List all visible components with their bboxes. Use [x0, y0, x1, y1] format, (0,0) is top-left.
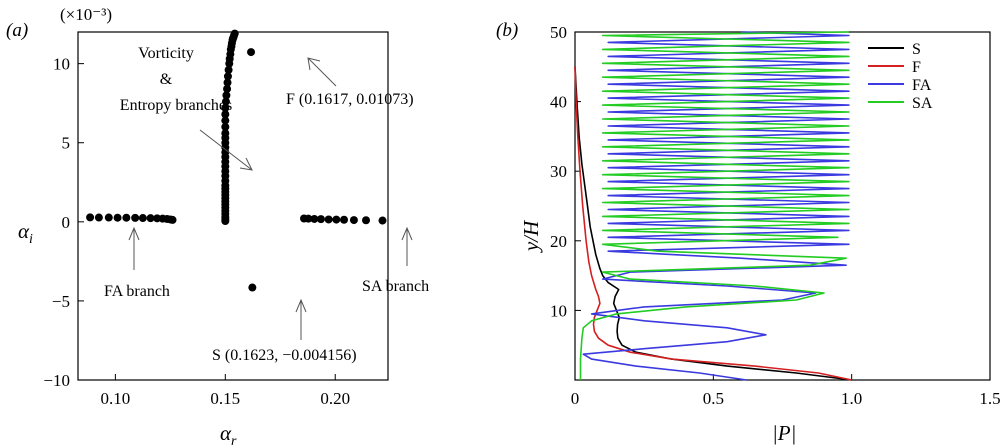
data-point [221, 97, 230, 106]
data-point [221, 110, 230, 119]
series-line-sa [579, 31, 850, 380]
data-point [222, 91, 231, 100]
annotation-s-point: S (0.1623, −0.004156) [212, 347, 357, 364]
y-tick-label-b: 50 [550, 23, 567, 42]
panel-b-plot-frame [574, 31, 991, 381]
data-point [316, 215, 325, 224]
series-line-s [574, 66, 852, 381]
data-point [122, 213, 131, 222]
y-tick-label-a: −5 [52, 292, 70, 311]
annotation-vorticity: Vorticity [138, 45, 194, 62]
legend-label-sa: SA [912, 95, 933, 112]
data-point [349, 216, 358, 225]
data-point [223, 84, 232, 93]
panel-a-plot-frame [77, 31, 389, 381]
legend-label-f: F [912, 59, 921, 76]
data-point [362, 216, 371, 225]
f-arrow [307, 57, 337, 87]
legend-label-s: S [912, 41, 921, 58]
f-arrowhead [307, 57, 321, 71]
data-point [221, 129, 230, 138]
y-exponent-label: (×10⁻³) [60, 5, 112, 24]
data-point [310, 214, 319, 223]
legend-label-fa: FA [912, 77, 932, 94]
data-point [221, 122, 230, 131]
y-tick-label-b: 20 [550, 232, 567, 251]
data-point [146, 214, 155, 223]
s-arrowhead [295, 298, 307, 313]
data-point [221, 116, 230, 125]
annotation-fa-branch: FA branch [104, 283, 170, 300]
y-tick-label-b: 40 [550, 93, 567, 112]
panel-b-lines [574, 31, 852, 381]
data-point [324, 215, 333, 224]
data-point [138, 214, 147, 223]
x-tick-label-a: 0.20 [320, 389, 350, 408]
y-tick-label-b: 10 [550, 301, 567, 320]
data-point [230, 29, 239, 38]
y-tick-label-a: 10 [53, 55, 70, 74]
annotation-ampersand: & [160, 71, 173, 88]
panel-a-points [86, 29, 387, 292]
y-tick-label-a: −10 [43, 371, 70, 390]
data-point [332, 215, 341, 224]
data-point [223, 72, 232, 81]
panel-a-label: (a) [6, 20, 28, 41]
annotation-f-point: F (0.1617, 0.01073) [286, 91, 414, 108]
data-point [113, 213, 122, 222]
data-point [94, 213, 103, 222]
y-tick-label-b: 30 [550, 162, 567, 181]
panel-b-ticks: 0 0.5 1.0 1.5 10 20 30 40 50 [550, 23, 1001, 408]
y-tick-label-a: 0 [62, 213, 71, 232]
y-axis-title-b: y/H [519, 219, 543, 253]
data-point [247, 48, 256, 57]
data-point [168, 215, 177, 224]
y-tick-label-a: 5 [62, 134, 71, 153]
data-point [304, 214, 313, 223]
x-tick-label-a: 0.15 [210, 389, 240, 408]
x-axis-title-b: |P| [772, 421, 796, 445]
series-line-f [574, 66, 852, 381]
x-tick-label-b: 1.5 [979, 389, 1000, 408]
panel-a-ticks: 0.10 0.15 0.20 −10 −5 0 5 10 [43, 55, 350, 408]
x-tick-label-b: 0 [571, 389, 580, 408]
fa-arrowhead [128, 226, 140, 241]
data-point [131, 213, 140, 222]
annotation-entropy-branches: Entropy branches [120, 97, 232, 114]
data-point [224, 65, 233, 74]
data-point [86, 213, 95, 222]
panel-b-label: (b) [496, 20, 518, 41]
x-axis-title-a: αr [220, 421, 237, 448]
data-point [340, 215, 349, 224]
data-point [221, 103, 230, 112]
y-axis-title-a: αi [18, 219, 33, 247]
sa-arrowhead [401, 226, 413, 241]
data-point [104, 213, 113, 222]
x-tick-label-a: 0.10 [101, 389, 131, 408]
annotation-sa-branch: SA branch [362, 278, 429, 295]
data-point [223, 78, 232, 87]
x-tick-label-b: 1.0 [841, 389, 862, 408]
vorticity-arrow [199, 129, 253, 171]
x-tick-label-b: 0.5 [703, 389, 724, 408]
data-point [378, 216, 387, 225]
data-point [248, 283, 257, 292]
vorticity-arrowhead [239, 157, 253, 171]
